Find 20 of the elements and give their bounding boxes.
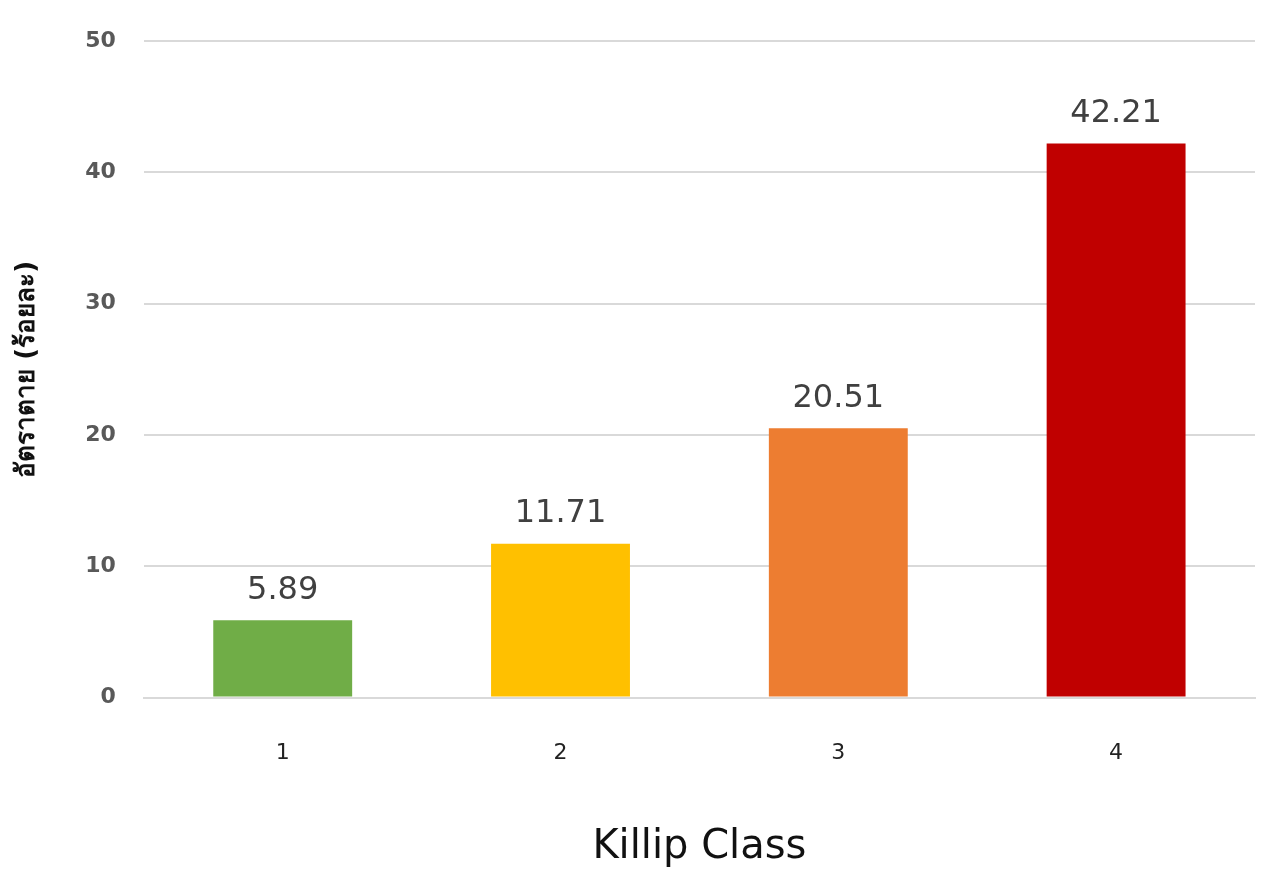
x-axis-title: Killip Class bbox=[592, 821, 807, 868]
y-tick-label: 30 bbox=[85, 289, 116, 315]
x-tick-label: 1 bbox=[275, 738, 290, 764]
y-tick-label: 20 bbox=[85, 420, 116, 446]
bar bbox=[491, 543, 630, 697]
y-tick-label: 40 bbox=[85, 158, 116, 184]
bar bbox=[768, 428, 908, 697]
y-tick-label: 50 bbox=[85, 26, 116, 52]
y-tick-label: 0 bbox=[100, 683, 116, 709]
x-tick-label: 4 bbox=[1109, 738, 1124, 764]
x-tick-label: 2 bbox=[553, 738, 568, 764]
data-label: 20.51 bbox=[792, 376, 885, 415]
bar bbox=[213, 620, 353, 697]
y-axis-title: อัตราตาย (ร้อยละ) bbox=[10, 260, 41, 478]
bar bbox=[1046, 143, 1186, 697]
y-tick-label: 10 bbox=[85, 552, 116, 578]
data-label: 11.71 bbox=[514, 492, 607, 531]
x-tick-label: 3 bbox=[831, 738, 846, 764]
data-label: 42.21 bbox=[1070, 91, 1162, 130]
data-label: 5.89 bbox=[247, 568, 319, 607]
